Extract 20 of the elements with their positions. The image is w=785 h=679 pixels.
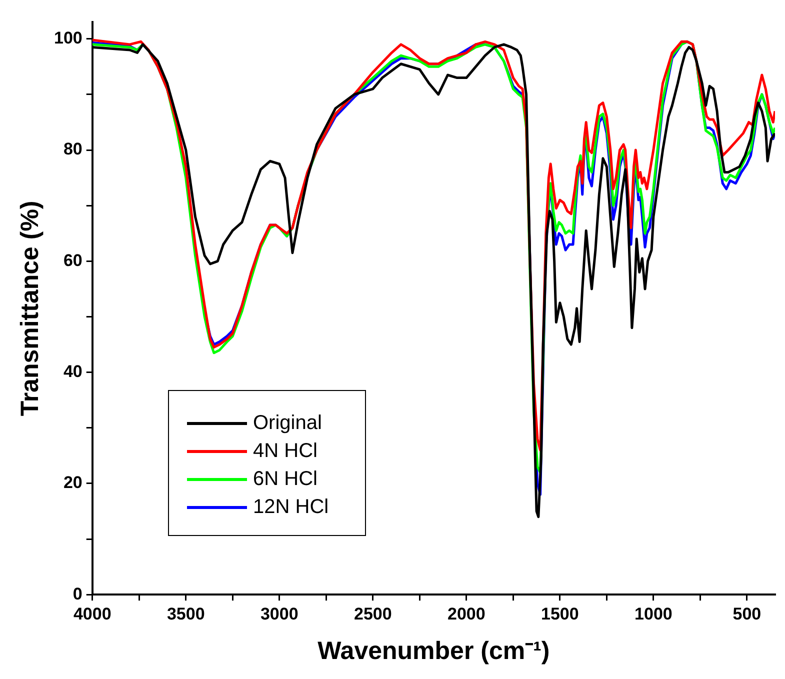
x-tick-label: 4000: [73, 604, 112, 624]
y-tick-label: 20: [63, 473, 82, 492]
y-tick-label: 0: [72, 584, 82, 604]
legend-label: 4N HCl: [253, 440, 318, 462]
legend-label: 12N HCl: [253, 496, 329, 518]
x-tick-label: 1500: [541, 604, 579, 624]
legend-label: 6N HCl: [253, 468, 318, 490]
y-axis-title: Transmittance (%): [16, 200, 44, 416]
x-tick-label: 500: [732, 604, 762, 624]
y-tick-label: 80: [63, 140, 82, 159]
x-tick-label: 3500: [166, 604, 205, 624]
x-tick-label: 3000: [260, 604, 298, 624]
x-axis-title: Wavenumber (cm⁻¹): [318, 636, 550, 665]
y-tick-label: 100: [54, 28, 82, 48]
y-tick-label: 40: [63, 362, 82, 381]
x-tick-label: 2000: [447, 604, 486, 624]
x-tick-label: 2500: [354, 604, 392, 624]
y-tick-label: 60: [63, 250, 82, 270]
legend-label: Original: [253, 412, 322, 434]
x-tick-label: 1000: [634, 604, 672, 624]
